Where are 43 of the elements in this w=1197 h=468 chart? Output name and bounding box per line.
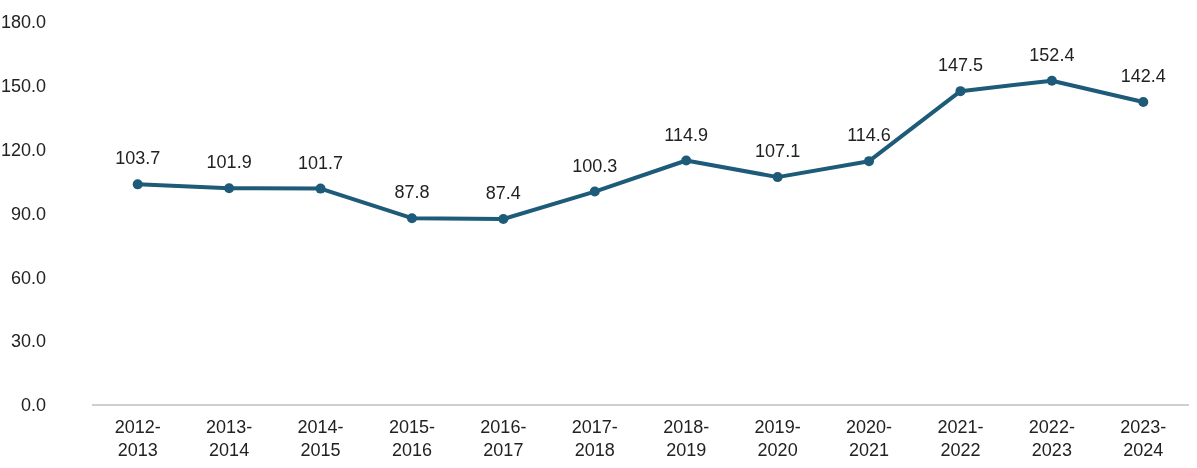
x-tick-label: 2021-2022	[937, 417, 984, 460]
point	[1138, 97, 1149, 107]
y-tick-label: 120.0	[0, 139, 46, 160]
y-tick-label: 30.0	[10, 331, 46, 352]
x-tick-label: 2018-2019	[663, 417, 710, 460]
data-label: 87.4	[485, 183, 521, 204]
point	[406, 213, 417, 224]
y-tick-label: 150.0	[0, 76, 46, 97]
x-tick-label: 2020-2021	[846, 417, 893, 460]
point	[498, 214, 509, 225]
data-label: 103.7	[115, 148, 161, 169]
point	[1046, 75, 1057, 86]
x-tick-label: 2015-2016	[388, 417, 435, 460]
y-tick-label: 180.0	[0, 12, 46, 33]
data-label: 114.6	[847, 125, 891, 146]
data-label: 87.8	[394, 182, 430, 203]
y-tick-label: 60.0	[10, 267, 46, 288]
x-tick-label: 2019-2020	[754, 417, 801, 460]
x-tick-label: 2014-2015	[297, 417, 344, 460]
data-label: 100.3	[572, 155, 618, 176]
point	[772, 172, 783, 183]
point	[132, 179, 143, 190]
y-tick-label: 90.0	[10, 203, 46, 224]
point	[864, 156, 875, 167]
x-tick-label: 2017-2018	[571, 417, 618, 460]
data-label: 147.5	[937, 55, 983, 76]
data-label: 114.9	[664, 124, 709, 145]
data-label: 101.9	[206, 152, 252, 173]
point	[589, 186, 600, 197]
point	[681, 155, 692, 166]
x-tick-label: 2023-2024	[1120, 417, 1167, 460]
data-label: 152.4	[1029, 44, 1075, 65]
y-tick-label: 0.0	[20, 395, 46, 416]
data-label: 142.4	[1120, 66, 1166, 86]
x-tick-label: 2012-2013	[114, 417, 161, 460]
data-label: 107.1	[755, 141, 801, 162]
point	[224, 183, 235, 194]
x-tick-label: 2013-2014	[206, 417, 253, 460]
x-tick-label: 2022-2023	[1028, 417, 1075, 460]
point	[315, 183, 326, 194]
data-label: 101.7	[298, 152, 344, 173]
x-tick-label: 2016-2017	[480, 417, 527, 460]
point	[955, 86, 966, 97]
